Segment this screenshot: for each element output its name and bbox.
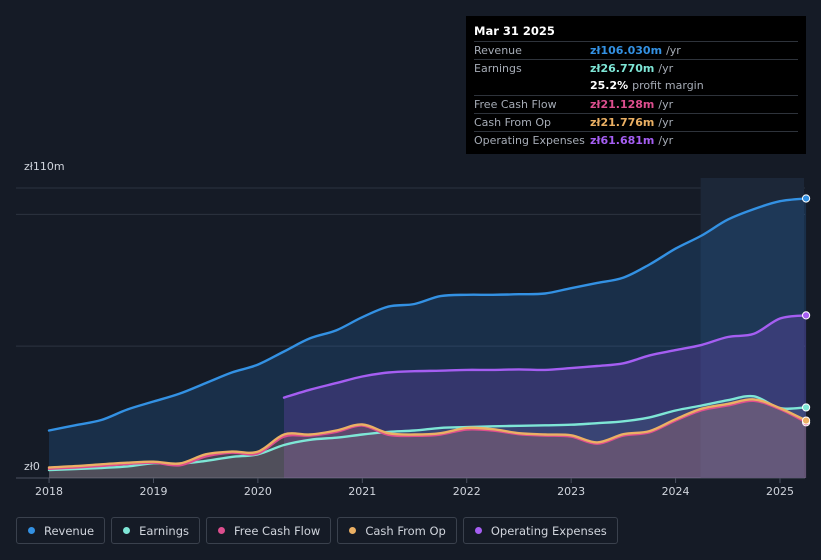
tooltip-value: 25.2% bbox=[590, 79, 629, 93]
tooltip-unit: /yr bbox=[658, 133, 674, 147]
x-tick-label-2020: 2020 bbox=[244, 485, 272, 498]
legend-item-earnings[interactable]: Earnings bbox=[111, 517, 200, 544]
tooltip-row-profit-margin: 25.2% profit margin bbox=[474, 77, 798, 94]
chart-legend: Revenue Earnings Free Cash Flow Cash From O… bbox=[16, 517, 624, 546]
x-axis-ticks: 2018 2019 2020 2021 2022 2023 2024 2025 bbox=[35, 478, 794, 498]
tooltip-value: zł21.776m bbox=[590, 115, 655, 129]
earnings-end-dot[interactable] bbox=[801, 403, 811, 412]
x-tick-label-2025: 2025 bbox=[766, 485, 794, 498]
tooltip-rows: Revenue zł106.030m/yr Earnings zł26.770m/yr… bbox=[474, 41, 798, 149]
operating-expenses-end-dot[interactable] bbox=[801, 311, 811, 320]
x-tick-label-2019: 2019 bbox=[139, 485, 167, 498]
tooltip-unit: /yr bbox=[658, 62, 674, 76]
legend-dot-icon bbox=[349, 527, 357, 534]
tooltip-value: zł106.030m bbox=[590, 44, 663, 57]
x-tick-label-2023: 2023 bbox=[557, 485, 585, 498]
cash-from-op-line bbox=[47, 398, 808, 469]
tooltip-row-earnings: Earnings zł26.770m/yr bbox=[474, 59, 798, 77]
tooltip-label: Free Cash Flow bbox=[474, 97, 557, 111]
x-tick-label-2022: 2022 bbox=[453, 485, 481, 498]
legend-dot-icon bbox=[218, 527, 225, 534]
cash-from-op-area bbox=[49, 399, 807, 478]
legend-item-operating-expenses[interactable]: Operating Expenses bbox=[462, 517, 618, 544]
free-cash-flow-area bbox=[49, 400, 807, 478]
tooltip-row-revenue: Revenue zł106.030m/yr bbox=[474, 41, 798, 59]
tooltip-label bbox=[474, 77, 590, 94]
end-markers[interactable] bbox=[801, 194, 811, 427]
tooltip-label: Revenue bbox=[474, 44, 522, 57]
revenue-area bbox=[49, 198, 807, 478]
legend-item-free-cash-flow[interactable]: Free Cash Flow bbox=[206, 517, 332, 544]
legend-item-cash-from-op[interactable]: Cash From Op bbox=[337, 517, 457, 544]
axis-labels: zł110m zł0 bbox=[24, 160, 65, 473]
legend-dot-icon bbox=[123, 527, 131, 534]
legend-label: Revenue bbox=[44, 523, 95, 538]
data-tooltip: Mar 31 2025 Revenue zł106.030m/yr Earnings… bbox=[466, 16, 806, 154]
tooltip-label: Cash From Op bbox=[474, 115, 552, 129]
tooltip-value: zł21.128m bbox=[590, 97, 655, 111]
legend-dot-icon bbox=[28, 527, 35, 534]
tooltip-row-cash-from-op: Cash From Op zł21.776m/yr bbox=[474, 112, 798, 131]
y-axis-bottom-label: zł0 bbox=[24, 460, 40, 473]
operating-expenses-area bbox=[284, 315, 807, 478]
tooltip-label: Earnings bbox=[474, 62, 522, 76]
tooltip-label: Operating Expenses bbox=[474, 133, 585, 147]
y-axis-top-label: zł110m bbox=[24, 160, 65, 173]
forecast-highlight-region bbox=[700, 178, 804, 478]
tooltip-value: zł61.681m bbox=[590, 133, 655, 147]
operating-expenses-line bbox=[282, 314, 808, 399]
legend-dot-icon bbox=[474, 527, 482, 534]
x-tick-label-2018: 2018 bbox=[35, 485, 63, 498]
cash-from-op-end-dot[interactable] bbox=[801, 416, 811, 425]
tooltip-row-operating-expenses: Operating Expenses zł61.681m/yr bbox=[474, 130, 798, 149]
series-lines bbox=[47, 197, 808, 472]
earnings-revenue-chart: zł110m zł0 2018 2019 2020 2021 2022 2023 2024 2… bbox=[16, 160, 811, 498]
legend-label: Free Cash Flow bbox=[234, 523, 321, 538]
grid-lines bbox=[16, 187, 805, 479]
legend-item-revenue[interactable]: Revenue bbox=[16, 517, 106, 544]
legend-label: Cash From Op bbox=[365, 523, 446, 538]
revenue-end-dot[interactable] bbox=[801, 194, 811, 203]
tooltip-unit: profit margin bbox=[632, 79, 704, 93]
x-tick-label-2021: 2021 bbox=[348, 485, 376, 498]
tooltip-unit: /yr bbox=[658, 97, 674, 111]
tooltip-date: Mar 31 2025 bbox=[474, 24, 555, 38]
tooltip-row-free-cash-flow: Free Cash Flow zł21.128m/yr bbox=[474, 94, 798, 113]
tooltip-unit: /yr bbox=[658, 115, 674, 129]
tooltip-unit: /yr bbox=[666, 44, 681, 57]
legend-label: Operating Expenses bbox=[490, 523, 607, 538]
revenue-line bbox=[47, 197, 808, 432]
tooltip-value: zł26.770m bbox=[590, 62, 655, 76]
x-tick-label-2024: 2024 bbox=[662, 485, 690, 498]
legend-label: Earnings bbox=[139, 523, 189, 538]
